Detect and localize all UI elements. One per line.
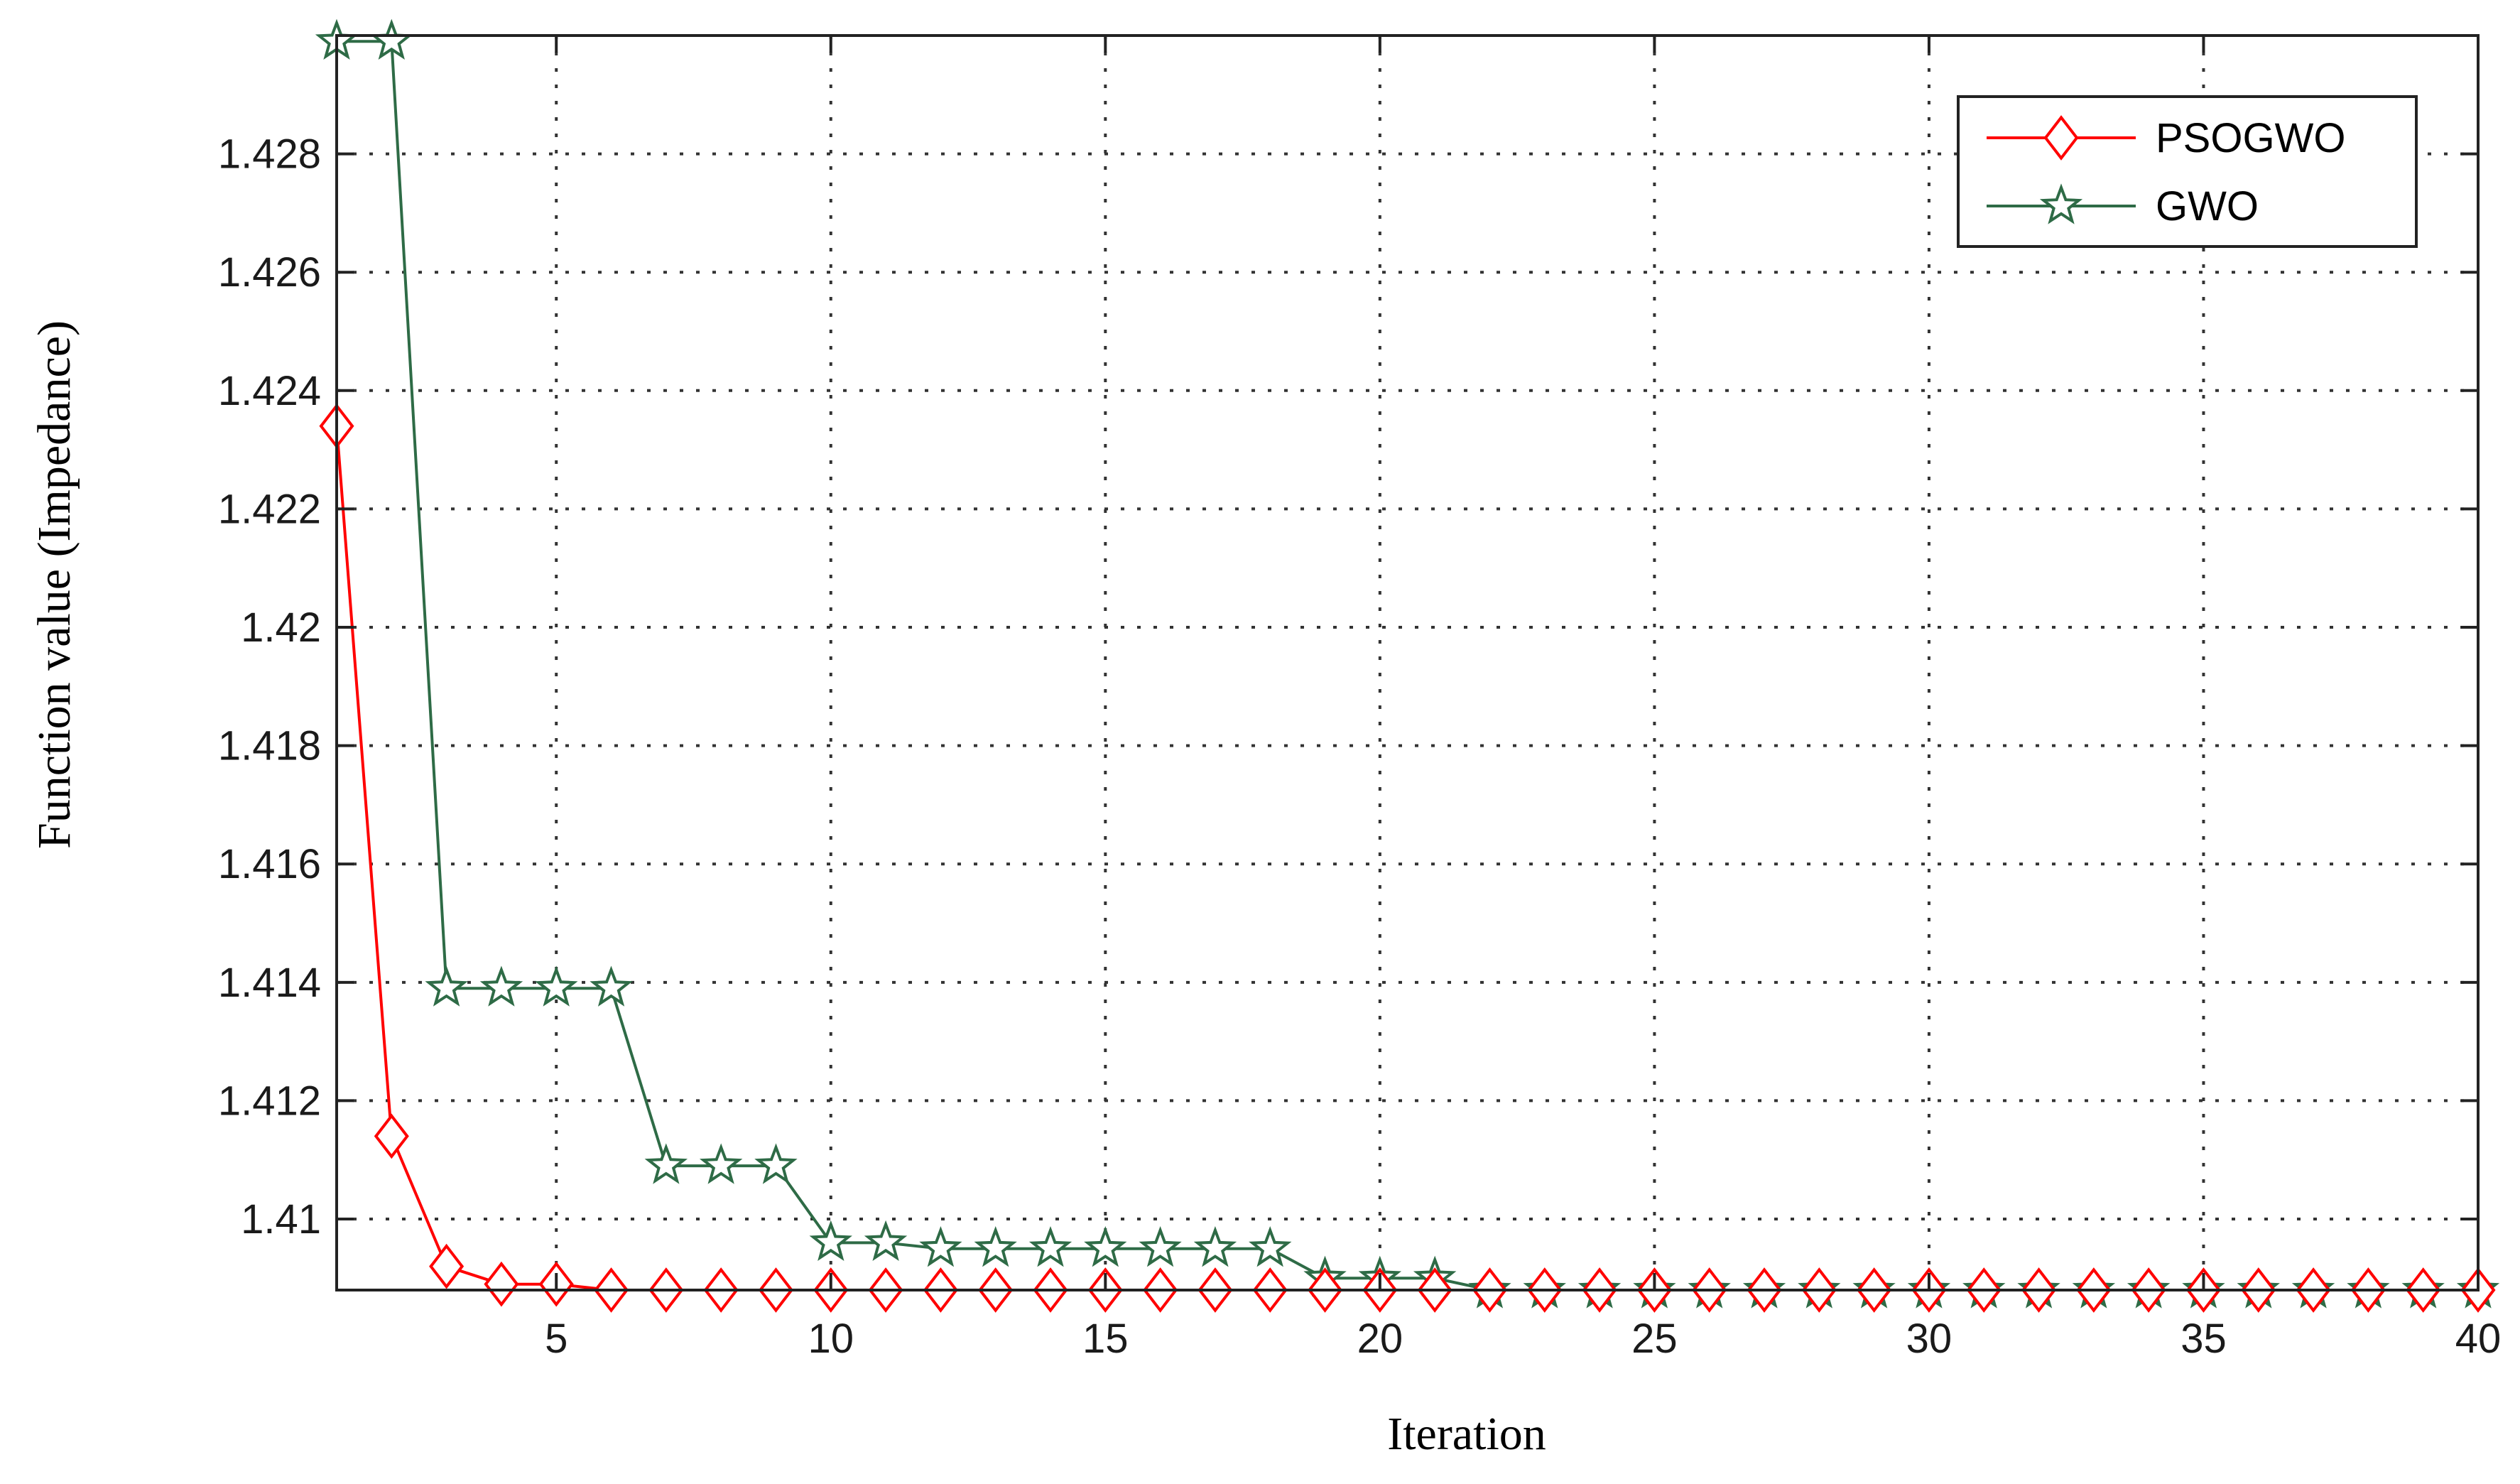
legend-label-gwo: GWO <box>2156 183 2259 229</box>
legend: PSOGWO GWO <box>1957 95 2418 248</box>
x-tick-label: 30 <box>1906 1316 1953 1362</box>
data-point-psogwo <box>429 1243 465 1289</box>
x-tick-label: 40 <box>2455 1316 2502 1362</box>
data-point-gwo <box>699 1143 743 1184</box>
legend-label-psogwo: PSOGWO <box>2156 115 2345 161</box>
data-point-gwo <box>425 965 468 1007</box>
y-tick-label: 1.416 <box>218 841 321 887</box>
y-tick-label: 1.422 <box>218 486 321 532</box>
y-tick-label: 1.426 <box>218 249 321 296</box>
data-point-gwo <box>864 1220 908 1262</box>
x-tick-label: 35 <box>2180 1316 2227 1362</box>
legend-marker-psogwo <box>2043 115 2079 161</box>
y-tick-label: 1.412 <box>218 1078 321 1124</box>
legend-marker-gwo <box>2039 183 2083 224</box>
x-tick-label: 25 <box>1631 1316 1678 1362</box>
y-tick-label: 1.414 <box>218 960 321 1006</box>
data-point-gwo <box>974 1225 1017 1267</box>
plot-frame <box>335 34 2480 1291</box>
data-point-gwo <box>1249 1225 1292 1267</box>
x-tick-label: 5 <box>545 1316 567 1362</box>
data-point-gwo <box>754 1143 798 1184</box>
x-tick-label: 10 <box>808 1316 854 1362</box>
data-point-gwo <box>1139 1225 1182 1267</box>
data-point-gwo <box>1084 1225 1127 1267</box>
legend-box <box>1957 95 2418 248</box>
x-axis-label: Iteration <box>1387 1408 1546 1460</box>
y-tick-label: 1.424 <box>218 368 321 414</box>
x-tick-label: 20 <box>1357 1316 1403 1362</box>
data-point-psogwo <box>374 1113 409 1159</box>
data-point-gwo <box>479 965 523 1007</box>
data-point-gwo <box>1028 1225 1072 1267</box>
data-point-gwo <box>809 1220 852 1262</box>
y-tick-label: 1.41 <box>241 1196 321 1242</box>
data-point-gwo <box>1193 1225 1237 1267</box>
data-point-gwo <box>919 1225 962 1267</box>
data-point-gwo <box>590 965 633 1007</box>
y-axis-label: Function value (Impedance) <box>28 320 80 849</box>
x-tick-label: 15 <box>1082 1316 1129 1362</box>
axis-ticks: 5 10 15 20 25 30 35 40 1.41 1.412 1.414 1.416 1.418 1… <box>218 36 2501 1362</box>
y-tick-label: 1.418 <box>218 723 321 769</box>
y-tick-label: 1.42 <box>241 605 321 651</box>
data-point-psogwo <box>484 1261 519 1307</box>
data-point-gwo <box>644 1143 688 1184</box>
y-tick-label: 1.428 <box>218 131 321 178</box>
data-point-gwo <box>535 965 578 1007</box>
